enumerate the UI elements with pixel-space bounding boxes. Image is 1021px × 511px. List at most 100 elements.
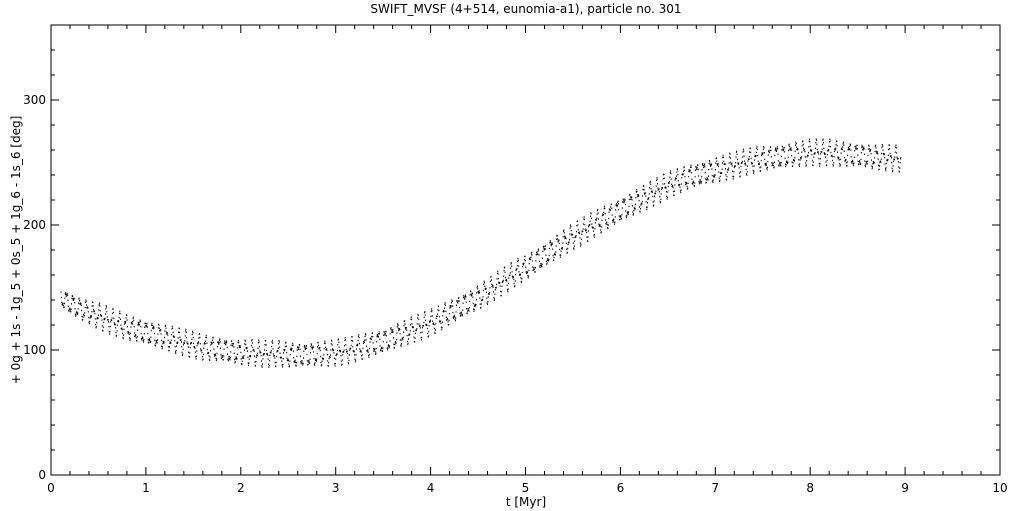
data-point — [347, 357, 349, 359]
data-point — [693, 185, 695, 187]
data-point — [856, 148, 858, 150]
data-point — [697, 164, 699, 166]
data-point — [693, 182, 695, 184]
data-point — [529, 257, 531, 259]
data-point — [775, 148, 777, 151]
data-point — [857, 154, 859, 156]
data-point — [447, 321, 449, 323]
data-point — [350, 347, 352, 350]
data-point — [60, 291, 62, 293]
data-point — [278, 340, 280, 342]
data-point — [722, 156, 724, 159]
data-point — [317, 341, 319, 344]
data-point — [622, 198, 624, 200]
data-point — [883, 153, 885, 155]
data-point — [516, 268, 518, 270]
data-point — [831, 156, 833, 158]
data-point — [160, 339, 162, 342]
data-point — [757, 160, 759, 162]
data-point — [862, 147, 864, 150]
data-point — [696, 166, 698, 169]
data-point — [631, 199, 633, 201]
data-point — [855, 147, 857, 149]
data-point — [279, 352, 281, 354]
data-point — [725, 168, 727, 170]
data-point — [575, 230, 577, 233]
data-point — [737, 162, 739, 164]
data-point — [613, 219, 615, 221]
data-point — [864, 165, 866, 167]
data-point — [474, 305, 476, 307]
data-point — [163, 341, 165, 343]
data-point — [109, 333, 111, 335]
data-point — [613, 221, 615, 223]
data-point — [340, 355, 342, 357]
data-point — [208, 355, 210, 357]
data-point — [575, 235, 577, 237]
data-point — [522, 265, 524, 268]
data-point — [570, 225, 572, 228]
data-point — [503, 275, 505, 277]
data-point — [434, 331, 436, 334]
data-point — [71, 294, 73, 297]
data-point — [884, 163, 886, 165]
data-point — [296, 361, 297, 364]
data-point — [607, 227, 609, 229]
data-point — [79, 303, 81, 306]
data-point — [818, 153, 820, 155]
data-point — [888, 144, 890, 146]
data-point — [88, 321, 90, 323]
data-point — [290, 349, 292, 351]
data-point — [299, 348, 301, 351]
data-point — [788, 149, 790, 152]
data-point — [880, 158, 882, 160]
data-point — [119, 318, 121, 320]
data-point — [164, 325, 166, 327]
data-point — [855, 148, 857, 151]
data-point — [811, 150, 813, 152]
data-point — [70, 303, 72, 305]
data-point — [282, 357, 284, 360]
data-point — [463, 296, 465, 298]
data-point — [558, 242, 560, 245]
data-point — [157, 327, 159, 329]
data-point — [521, 271, 523, 274]
data-point — [305, 344, 307, 347]
data-point — [376, 334, 378, 336]
data-point — [719, 179, 721, 181]
data-point — [304, 346, 306, 349]
data-point — [360, 349, 362, 352]
data-point — [716, 160, 718, 162]
data-point — [465, 301, 467, 303]
data-point — [345, 348, 347, 351]
data-point — [645, 206, 647, 208]
data-point — [839, 164, 841, 166]
data-point — [516, 264, 518, 267]
data-point — [547, 260, 549, 262]
data-point — [289, 365, 290, 367]
data-point — [567, 247, 569, 250]
data-point — [748, 155, 750, 158]
data-point — [724, 162, 726, 165]
data-point — [248, 364, 250, 366]
data-point — [442, 315, 444, 317]
data-point — [662, 186, 664, 189]
data-point — [541, 266, 543, 268]
data-point — [166, 332, 168, 334]
data-point — [426, 324, 428, 326]
data-point — [167, 334, 169, 336]
data-point — [533, 266, 535, 269]
data-point — [687, 187, 689, 189]
data-point — [90, 315, 92, 318]
data-point — [532, 266, 534, 268]
data-point — [880, 161, 882, 163]
data-point — [649, 181, 651, 184]
data-point — [777, 160, 779, 162]
data-point — [667, 185, 669, 188]
data-point — [815, 142, 817, 144]
data-point — [753, 170, 755, 173]
data-point — [790, 148, 792, 150]
data-point — [226, 340, 228, 342]
data-point — [264, 349, 266, 351]
data-point — [386, 341, 388, 343]
